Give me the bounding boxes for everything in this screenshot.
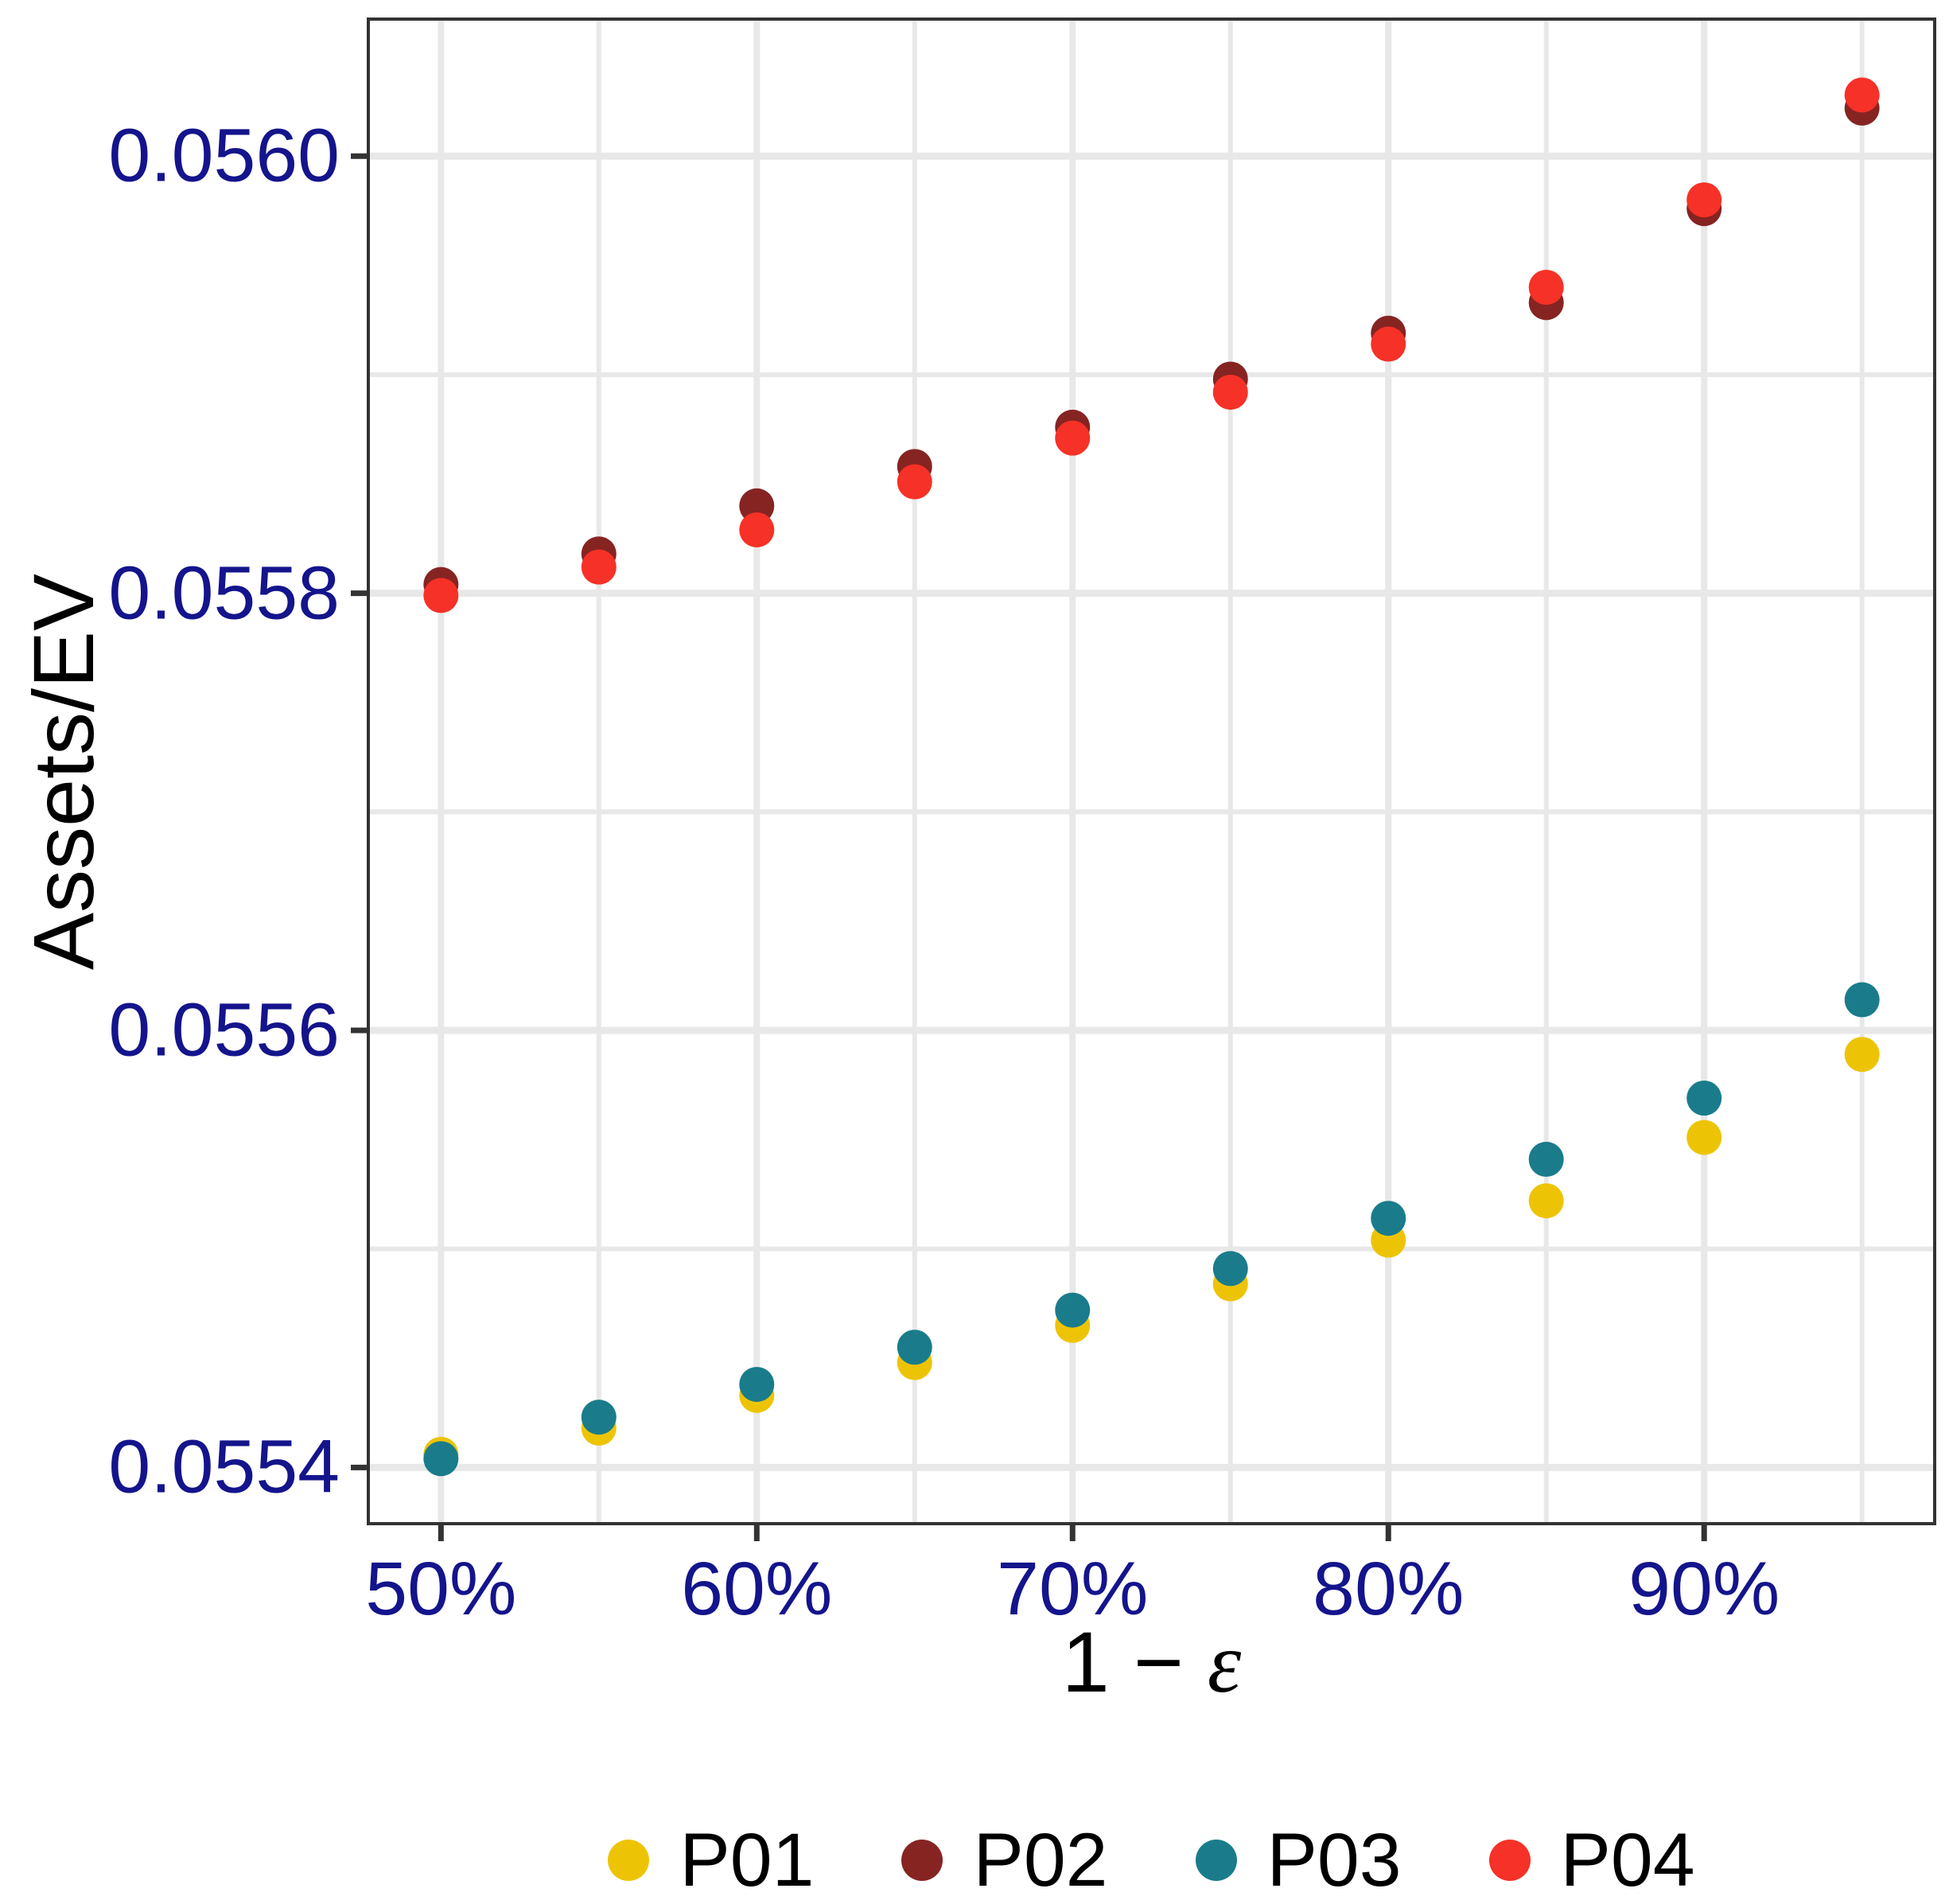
point-P04-x95 [1844,77,1880,113]
point-P01-x90 [1686,1119,1722,1155]
legend-dot-P01 [608,1840,650,1881]
x-tick-label-70%: 70% [997,1547,1149,1631]
legend-label-P02: P02 [973,1817,1108,1902]
x-axis-title-epsilon: ε [1207,1616,1242,1711]
point-P03-x70 [1055,1292,1091,1328]
x-tick-label-90%: 90% [1628,1547,1780,1631]
plot-area [370,21,1933,1522]
point-P03-x95 [1844,982,1880,1018]
point-P03-x85 [1528,1142,1564,1178]
x-tick-label-80%: 80% [1313,1547,1465,1631]
x-tick-label-60%: 60% [681,1547,833,1631]
point-P04-x70 [1055,420,1091,456]
point-P03-x65 [897,1330,932,1365]
point-P03-x80 [1371,1201,1406,1236]
legend-item-P04: P04 [1488,1817,1695,1902]
legend-dot-P02 [901,1840,943,1881]
point-P04-x75 [1212,374,1248,410]
y-tick-label-0.0560: 0.0560 [108,113,340,198]
point-P03-x75 [1212,1251,1248,1287]
point-P04-x85 [1528,270,1564,306]
point-P04-x55 [581,549,617,585]
point-P04-x65 [897,464,932,500]
legend-label-P01: P01 [679,1817,815,1902]
point-P04-x80 [1371,326,1406,362]
point-P04-x50 [423,578,459,613]
y-tick-label-0.0558: 0.0558 [108,551,340,636]
point-P03-x90 [1686,1080,1722,1116]
point-P03-x55 [581,1400,617,1435]
x-axis-title-prefix: 1 − [1061,1614,1208,1710]
point-P01-x85 [1528,1183,1564,1219]
plot-panel [367,18,1936,1525]
legend: P01 P02 P03 P04 [370,1816,1933,1904]
y-axis-title: Assets/EV [15,574,111,970]
legend-dot-P04 [1488,1840,1531,1881]
y-axis-title-text: Assets/EV [15,573,111,971]
point-P04-x60 [739,512,775,547]
point-P01-x95 [1844,1037,1880,1073]
y-tick-label-0.0554: 0.0554 [108,1424,340,1509]
legend-item-P03: P03 [1195,1817,1402,1902]
point-P04-x90 [1686,182,1722,218]
x-tick-label-50%: 50% [365,1547,517,1631]
x-axis-title: 1 − ε [370,1619,1933,1707]
point-P02-x60 [739,488,775,524]
legend-label-P04: P04 [1560,1817,1695,1902]
point-P03-x60 [739,1366,775,1402]
point-P03-x50 [423,1441,459,1477]
y-tick-label-0.0556: 0.0556 [108,987,340,1073]
legend-dot-P03 [1195,1840,1237,1881]
legend-item-P01: P01 [608,1817,815,1902]
legend-label-P03: P03 [1266,1817,1402,1902]
legend-item-P02: P02 [901,1817,1108,1902]
